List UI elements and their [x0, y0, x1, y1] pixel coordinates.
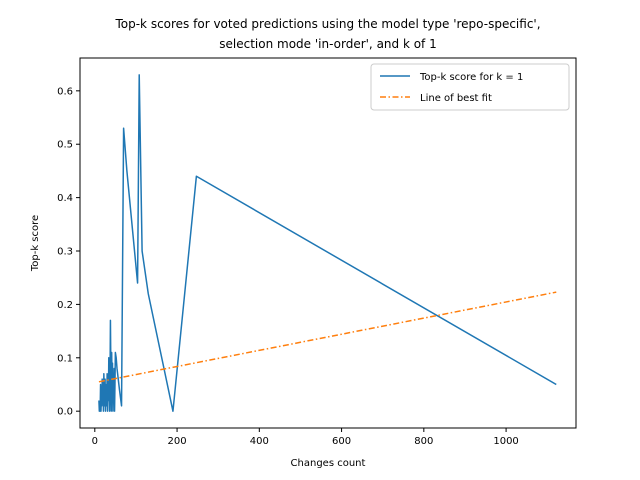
- legend-label-series-1: Top-k score for k = 1: [419, 72, 523, 83]
- x-axis-label: Changes count: [291, 458, 366, 469]
- x-tick-label: 400: [250, 436, 269, 447]
- chart-title-line-1: Top-k scores for voted predictions using…: [114, 17, 540, 31]
- series-line-2: [98, 291, 557, 383]
- x-tick-label: 800: [414, 436, 433, 447]
- y-axis: 0.0 0.1 0.2 0.3 0.4 0.5 0.6: [57, 86, 80, 418]
- x-tick-label: 600: [332, 436, 351, 447]
- legend: Top-k score for k = 1 Line of best fit: [370, 63, 570, 111]
- plot-area: [79, 57, 577, 429]
- legend-box: [370, 63, 570, 111]
- y-tick-label: 0.4: [57, 193, 73, 204]
- series-line-1: [98, 74, 557, 412]
- chart-title-line-2: selection mode 'in-order', and k of 1: [219, 37, 436, 51]
- plot-frame: [79, 57, 577, 429]
- x-tick-label: 1000: [493, 436, 518, 447]
- y-tick-label: 0.0: [57, 407, 73, 418]
- x-axis: 0 200 400 600 800 1000: [92, 428, 519, 447]
- y-axis-label: Top-k score: [30, 215, 41, 272]
- y-tick-label: 0.5: [57, 140, 73, 151]
- y-tick-label: 0.3: [57, 247, 73, 258]
- y-tick-label: 0.1: [57, 353, 73, 364]
- legend-label-series-2: Line of best fit: [420, 93, 492, 104]
- y-tick-label: 0.2: [57, 300, 73, 311]
- x-tick-label: 0: [92, 436, 98, 447]
- series-layer: [98, 74, 557, 412]
- x-tick-label: 200: [168, 436, 187, 447]
- y-tick-label: 0.6: [57, 86, 73, 97]
